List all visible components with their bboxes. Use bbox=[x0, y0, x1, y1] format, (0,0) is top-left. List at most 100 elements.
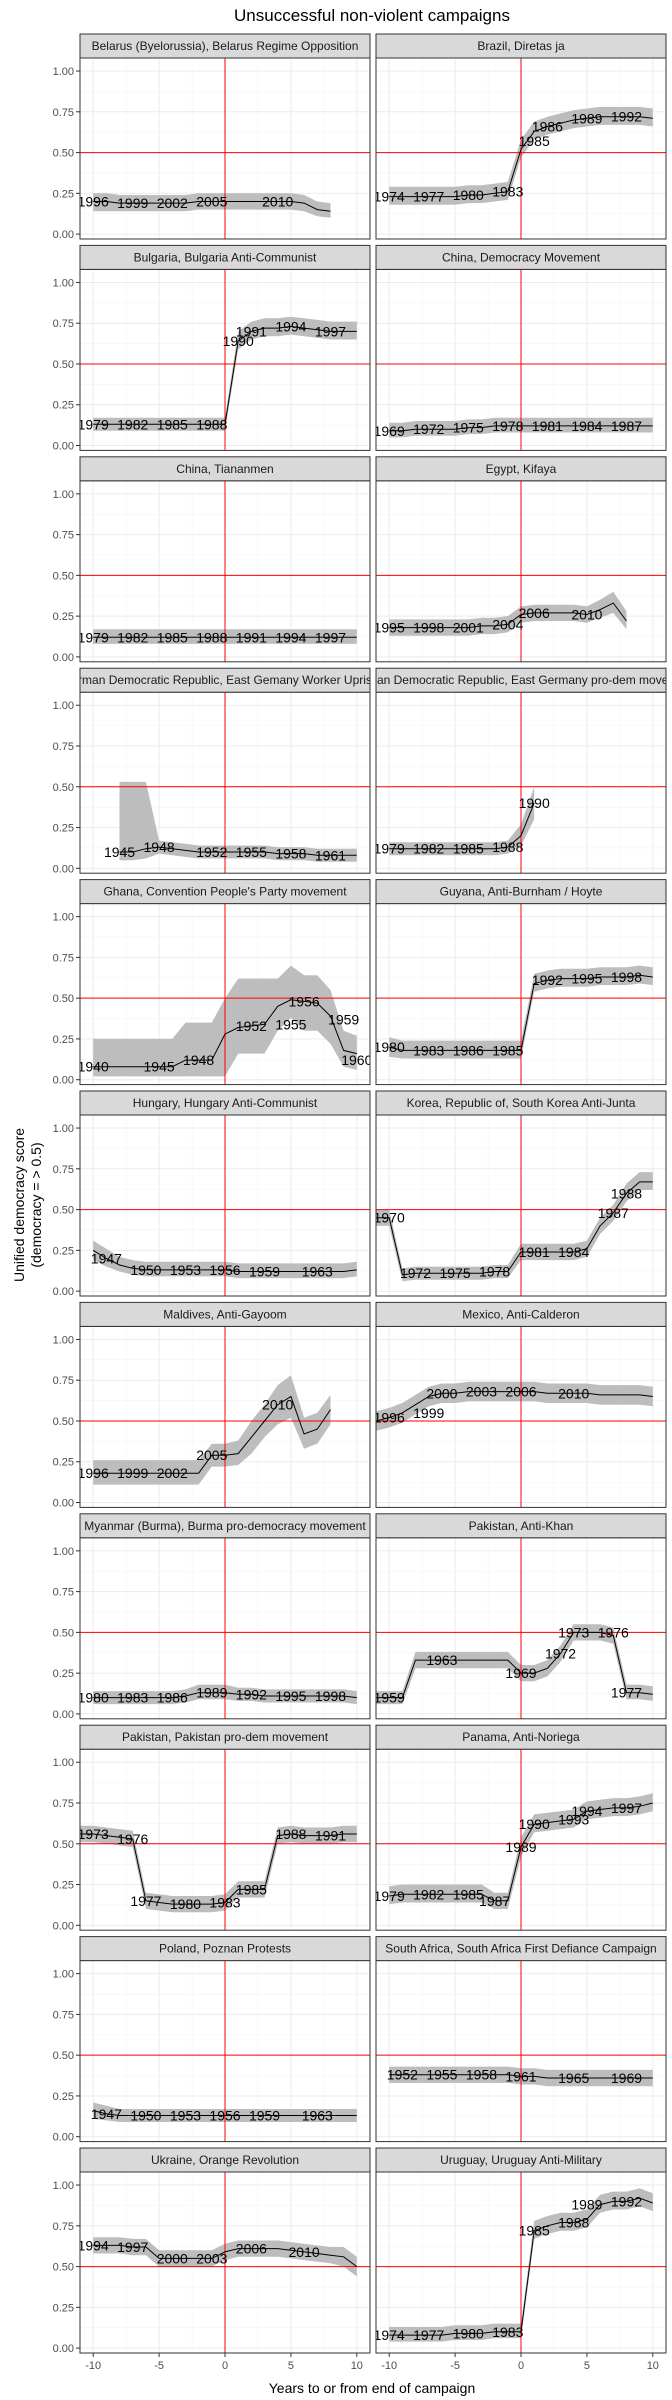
y-tick-label: 0.25 bbox=[53, 1880, 74, 1892]
year-label: 1974 bbox=[374, 2327, 405, 2343]
series-line bbox=[93, 201, 331, 212]
year-label: 1969 bbox=[611, 2070, 642, 2086]
year-label: 1998 bbox=[315, 1688, 346, 1704]
year-label: 1988 bbox=[196, 416, 227, 432]
year-label: 1979 bbox=[374, 1888, 405, 1904]
year-label: 1985 bbox=[519, 133, 550, 149]
series-line bbox=[389, 602, 627, 629]
year-label: 1982 bbox=[117, 629, 148, 645]
x-tick-label: 0 bbox=[518, 2360, 524, 2372]
panel: 1945 1948 1952 1955 1958 1961 German Democrati… bbox=[53, 667, 388, 875]
y-tick-label: 0.75 bbox=[53, 952, 74, 964]
panel-strip bbox=[79, 1936, 371, 1962]
confidence-ribbon bbox=[376, 1624, 653, 1705]
year-label: 1986 bbox=[157, 1690, 188, 1706]
year-label: 1947 bbox=[91, 2106, 122, 2122]
panel: 1952 1955 1958 1961 1965 1969 South Africa, So… bbox=[375, 1936, 667, 2143]
year-label: 1974 bbox=[374, 189, 405, 205]
y-tick-label: 0.25 bbox=[53, 611, 74, 623]
year-label: 1995 bbox=[571, 971, 602, 987]
panel-strip-label: Pakistan, Pakistan pro-dem movement bbox=[122, 1730, 329, 1744]
year-label: 1976 bbox=[117, 1831, 148, 1847]
year-label: 1984 bbox=[571, 418, 602, 434]
year-label: 2005 bbox=[196, 193, 227, 209]
year-label: 1940 bbox=[78, 1059, 109, 1075]
panel-strip bbox=[79, 33, 371, 59]
x-tick-label: -5 bbox=[154, 2360, 164, 2372]
y-tick-label: 0.50 bbox=[53, 993, 74, 1005]
year-label: 1953 bbox=[170, 2108, 201, 2124]
year-label: 1996 bbox=[78, 193, 109, 209]
panel-strip bbox=[375, 1724, 667, 1750]
year-label: 1945 bbox=[104, 844, 135, 860]
year-label: 1978 bbox=[479, 1264, 510, 1280]
panel: 1947 1950 1953 1956 1959 1963 Hungary, Hungary… bbox=[53, 1090, 371, 1298]
year-label: 1988 bbox=[611, 1185, 642, 1201]
year-label: 1948 bbox=[183, 1052, 214, 1068]
panel: 1947 1950 1953 1956 1959 1963 Poland, Poznan P… bbox=[53, 1936, 371, 2144]
y-tick-label: 0.25 bbox=[53, 1245, 74, 1257]
year-label: 2002 bbox=[157, 1465, 188, 1481]
year-label: 1986 bbox=[532, 118, 563, 134]
y-tick-label: 0.75 bbox=[53, 107, 74, 119]
panel: 1979 1982 1985 1988 1991 1994 1997 China, Tiana… bbox=[53, 456, 371, 664]
year-label: 2010 bbox=[262, 193, 293, 209]
year-label: 1983 bbox=[413, 1042, 444, 1058]
y-tick-label: 0.75 bbox=[53, 1375, 74, 1387]
year-label: 1988 bbox=[196, 629, 227, 645]
year-label: 2010 bbox=[289, 2244, 320, 2260]
year-label: 1973 bbox=[78, 1826, 109, 1842]
x-tick-label: 0 bbox=[222, 2360, 228, 2372]
panel-strip-label: German Democratic Republic, East Germany… bbox=[347, 673, 672, 687]
y-tick-label: 0.00 bbox=[53, 441, 74, 453]
panel-strip bbox=[79, 456, 371, 482]
x-tick-label: -10 bbox=[85, 2360, 101, 2372]
year-label: 1989 bbox=[571, 110, 602, 126]
year-label: 2010 bbox=[571, 607, 602, 623]
year-label: 1995 bbox=[374, 620, 405, 636]
y-tick-label: 0.75 bbox=[53, 530, 74, 542]
y-tick-label: 0.25 bbox=[53, 2091, 74, 2103]
year-label: 1982 bbox=[413, 841, 444, 857]
y-tick-label: 0.25 bbox=[53, 823, 74, 835]
year-label: 1979 bbox=[78, 416, 109, 432]
year-label: 1961 bbox=[315, 847, 346, 863]
panel-strip bbox=[79, 1301, 371, 1327]
panel-strip-label: German Democratic Republic, East Gemany … bbox=[62, 673, 388, 687]
series-line bbox=[389, 425, 653, 432]
y-tick-label: 0.50 bbox=[53, 570, 74, 582]
year-label: 1987 bbox=[479, 1893, 510, 1909]
year-label: 2006 bbox=[505, 1384, 536, 1400]
confidence-ribbon bbox=[80, 1825, 357, 1913]
y-tick-label: 1.00 bbox=[53, 912, 74, 924]
y-tick-label: 1.00 bbox=[53, 277, 74, 289]
year-label: 1988 bbox=[275, 1826, 306, 1842]
panel-strip-label: Myanmar (Burma), Burma pro-democracy mov… bbox=[84, 1519, 366, 1533]
series-line bbox=[93, 1395, 331, 1474]
series-line bbox=[389, 1802, 653, 1902]
panel-strip-label: Egypt, Kifaya bbox=[486, 462, 557, 476]
year-label: 2000 bbox=[426, 1385, 457, 1401]
y-axis-title: Unified democracy score (democracy = > 0… bbox=[11, 1128, 44, 1282]
year-label: 1959 bbox=[249, 1264, 280, 1280]
series-line bbox=[93, 2110, 357, 2116]
panel-strip-label: Belarus (Byelorussia), Belarus Regime Op… bbox=[92, 39, 359, 53]
year-label: 1990 bbox=[519, 1816, 550, 1832]
year-label: 1977 bbox=[611, 1685, 642, 1701]
panel-strip-label: Mexico, Anti-Calderon bbox=[462, 1307, 579, 1321]
panel: 1980 1983 1986 1985 1992 1995 1998 Guyana, Anti… bbox=[374, 879, 667, 1086]
year-label: 1975 bbox=[453, 420, 484, 436]
year-label: 1980 bbox=[374, 1039, 405, 1055]
year-label: 1980 bbox=[78, 1690, 109, 1706]
y-tick-label: 0.25 bbox=[53, 188, 74, 200]
series-line bbox=[389, 974, 653, 1051]
panel-strip-label: Panama, Anti-Noriega bbox=[462, 1730, 580, 1744]
year-label: 1987 bbox=[598, 1205, 629, 1221]
year-label: 1992 bbox=[236, 1686, 267, 1702]
panel-strip bbox=[79, 879, 371, 905]
year-label: 1969 bbox=[505, 1665, 536, 1681]
panel-strip bbox=[79, 1090, 371, 1116]
